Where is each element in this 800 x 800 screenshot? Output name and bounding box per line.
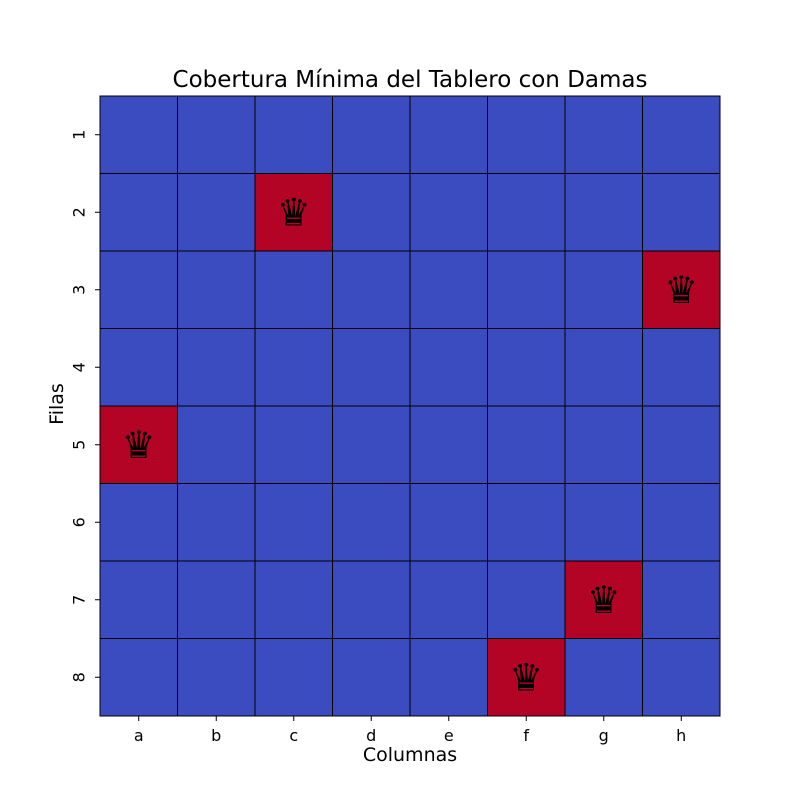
board-cell-a2 <box>99 173 178 252</box>
board-cell-h2 <box>642 173 721 252</box>
y-axis-label: Filas <box>46 383 68 425</box>
y-tick-label-5: 5 <box>70 440 89 450</box>
y-tick-label-3: 3 <box>70 285 89 295</box>
x-tick-label-h: h <box>676 726 686 745</box>
board-cell-b1 <box>177 95 256 174</box>
board-cell-a1 <box>99 95 178 174</box>
x-tick-label-a: a <box>134 726 144 745</box>
board-cell-f4 <box>487 328 566 407</box>
queen-icon-c2: ♛ <box>277 190 311 234</box>
board-cell-h6 <box>642 483 721 562</box>
board-cell-h3 <box>642 250 721 329</box>
board-cell-f7 <box>487 560 566 639</box>
board-cell-e6 <box>409 483 488 562</box>
board-cell-g1 <box>564 95 643 174</box>
board-cell-b4 <box>177 328 256 407</box>
board-cell-e3 <box>409 250 488 329</box>
board-cell-c6 <box>254 483 333 562</box>
y-tick-label-1: 1 <box>70 130 89 140</box>
x-tick-label-f: f <box>523 726 529 745</box>
board-cell-a7 <box>99 560 178 639</box>
x-tick-label-b: b <box>211 726 221 745</box>
board-cell-g5 <box>564 405 643 484</box>
board-cell-h1 <box>642 95 721 174</box>
y-tick-label-4: 4 <box>70 362 89 372</box>
board-cell-e7 <box>409 560 488 639</box>
board-cell-g3 <box>564 250 643 329</box>
y-tick-label-6: 6 <box>70 517 89 527</box>
chessboard-heatmap: ♛ ♛ ♛ ♛ ♛ <box>99 95 721 717</box>
board-cell-d1 <box>332 95 411 174</box>
board-cell-e8 <box>409 638 488 717</box>
queen-icon-f8: ♛ <box>509 655 543 699</box>
board-cell-g7 <box>564 560 643 639</box>
board-cell-d3 <box>332 250 411 329</box>
x-axis-label: Columnas <box>363 744 457 766</box>
board-cell-c3 <box>254 250 333 329</box>
board-cell-f2 <box>487 173 566 252</box>
board-cell-c1 <box>254 95 333 174</box>
queen-icon-g7: ♛ <box>587 578 621 622</box>
x-tick-label-d: d <box>366 726 376 745</box>
board-cell-e1 <box>409 95 488 174</box>
board-cell-d6 <box>332 483 411 562</box>
queen-icon-h3: ♛ <box>664 268 698 312</box>
x-tick-label-g: g <box>599 726 609 745</box>
board-cell-a6 <box>99 483 178 562</box>
board-cell-a8 <box>99 638 178 717</box>
board-cell-f3 <box>487 250 566 329</box>
board-cell-d8 <box>332 638 411 717</box>
board-cell-b2 <box>177 173 256 252</box>
board-cell-c4 <box>254 328 333 407</box>
board-cell-b8 <box>177 638 256 717</box>
board-cell-b7 <box>177 560 256 639</box>
board-cell-h5 <box>642 405 721 484</box>
board-cell-a3 <box>99 250 178 329</box>
board-frame <box>99 95 721 717</box>
board-cell-c5 <box>254 405 333 484</box>
x-tick-label-c: c <box>289 726 298 745</box>
board-cell-e2 <box>409 173 488 252</box>
board-cell-f6 <box>487 483 566 562</box>
board-cell-a5 <box>99 405 178 484</box>
queen-icon-a5: ♛ <box>122 423 156 467</box>
board-cell-d5 <box>332 405 411 484</box>
chart-title: Cobertura Mínima del Tablero con Damas <box>173 67 648 93</box>
board-cell-d7 <box>332 560 411 639</box>
board-cell-g4 <box>564 328 643 407</box>
board-cell-b6 <box>177 483 256 562</box>
y-tick-label-8: 8 <box>70 672 89 682</box>
board-cell-c7 <box>254 560 333 639</box>
board-cell-a4 <box>99 328 178 407</box>
board-cell-c8 <box>254 638 333 717</box>
board-cell-b3 <box>177 250 256 329</box>
y-tick-label-2: 2 <box>70 207 89 217</box>
board-cell-d4 <box>332 328 411 407</box>
y-axis-ticks: 1 2 3 4 5 6 7 8 <box>70 130 100 682</box>
board-cell-e4 <box>409 328 488 407</box>
board-cell-f1 <box>487 95 566 174</box>
board-cell-f8 <box>487 638 566 717</box>
board-cell-f5 <box>487 405 566 484</box>
board-cell-h7 <box>642 560 721 639</box>
board-cell-g8 <box>564 638 643 717</box>
y-tick-label-7: 7 <box>70 595 89 605</box>
x-axis-ticks: a b c d e f g h <box>134 716 686 745</box>
board-cell-h8 <box>642 638 721 717</box>
board-cell-g2 <box>564 173 643 252</box>
board-cell-c2 <box>254 173 333 252</box>
x-tick-label-e: e <box>444 726 454 745</box>
board-cell-b5 <box>177 405 256 484</box>
board-cell-g6 <box>564 483 643 562</box>
board-cell-h4 <box>642 328 721 407</box>
board-cell-d2 <box>332 173 411 252</box>
board-cell-e5 <box>409 405 488 484</box>
